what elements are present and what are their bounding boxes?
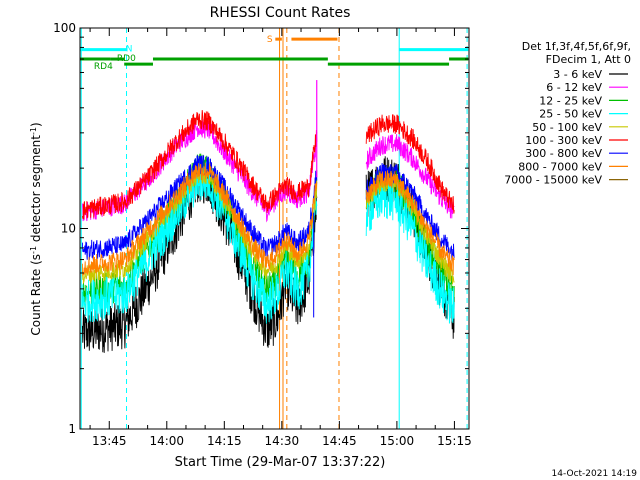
x-tick-label-1: 14:00 bbox=[149, 434, 184, 448]
state-bar-label-n: N bbox=[126, 45, 133, 55]
x-tick-label-2: 14:15 bbox=[207, 434, 242, 448]
series-line-7-part-0 bbox=[81, 162, 318, 276]
legend-label-7: 800 - 7000 keV bbox=[518, 160, 602, 173]
y-tick-label-2: 100 bbox=[53, 21, 76, 35]
state-bar-label-rd0: RD0 bbox=[117, 54, 136, 64]
legend-label-8: 7000 - 15000 keV bbox=[504, 174, 602, 187]
legend-label-4: 50 - 100 keV bbox=[532, 121, 602, 134]
chart-title: RHESSI Count Rates bbox=[210, 5, 351, 21]
legend-header-0: Det 1f,3f,4f,5f,6f,9f, bbox=[522, 40, 631, 53]
legend-header-1: FDecim 1, Att 0 bbox=[546, 53, 631, 66]
footer-timestamp: 14-Oct-2021 14:19 bbox=[552, 469, 638, 479]
legend-label-5: 100 - 300 keV bbox=[525, 134, 602, 147]
legend-label-3: 25 - 50 keV bbox=[539, 108, 602, 121]
axis-ticks: 13:45 14:00 14:15 14:30 14:45 15:00 15:15 1 10 10… bbox=[53, 21, 472, 448]
series-line-7-part-1 bbox=[365, 170, 455, 276]
y-tick-label-0: 1 bbox=[68, 422, 76, 436]
legend-label-2: 12 - 25 keV bbox=[539, 94, 602, 107]
y-tick-label-1: 10 bbox=[61, 222, 76, 236]
y-axis-label: Count Rate (s-1 detector segment-1) bbox=[29, 122, 43, 335]
legend-label-1: 6 - 12 keV bbox=[546, 81, 602, 94]
x-tick-label-6: 15:15 bbox=[437, 434, 472, 448]
x-axis-label: Start Time (29-Mar-07 13:37:22) bbox=[175, 455, 386, 470]
legend-label-6: 300 - 800 keV bbox=[525, 147, 602, 160]
series-line-5-part-1 bbox=[365, 114, 455, 214]
state-bar-label-s: S bbox=[267, 35, 273, 45]
x-tick-label-5: 15:00 bbox=[380, 434, 415, 448]
series-line-1-part-1 bbox=[365, 134, 455, 219]
x-tick-label-4: 14:45 bbox=[322, 434, 357, 448]
series-lines bbox=[81, 80, 455, 353]
series-line-4-part-1 bbox=[365, 173, 455, 285]
legend-label-0: 3 - 6 keV bbox=[553, 68, 602, 81]
x-tick-label-3: 14:30 bbox=[265, 434, 300, 448]
state-bar-label-rd4: RD4 bbox=[94, 62, 113, 72]
x-tick-label-0: 13:45 bbox=[92, 434, 127, 448]
series-line-5-part-0 bbox=[81, 110, 318, 220]
series-line-3-part-1 bbox=[365, 177, 455, 324]
series-line-6-part-0 bbox=[81, 155, 318, 261]
legend: Det 1f,3f,4f,5f,6f,9f,FDecim 1, Att 0 3 -… bbox=[504, 40, 631, 187]
